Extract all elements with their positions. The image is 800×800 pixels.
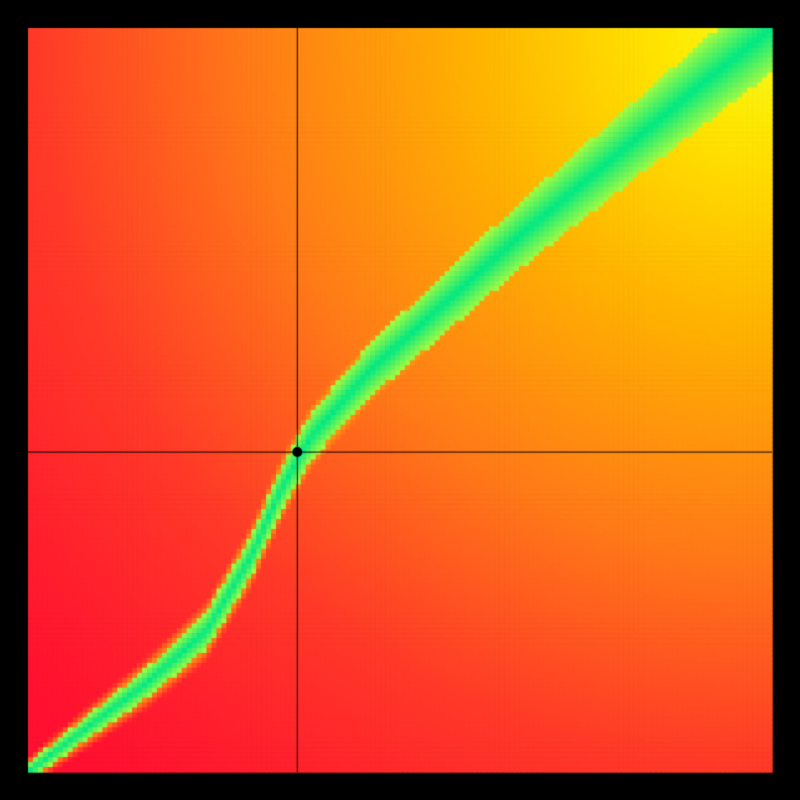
chart-container: TheBottleneck.com [0,0,800,800]
bottleneck-heatmap [0,0,800,800]
